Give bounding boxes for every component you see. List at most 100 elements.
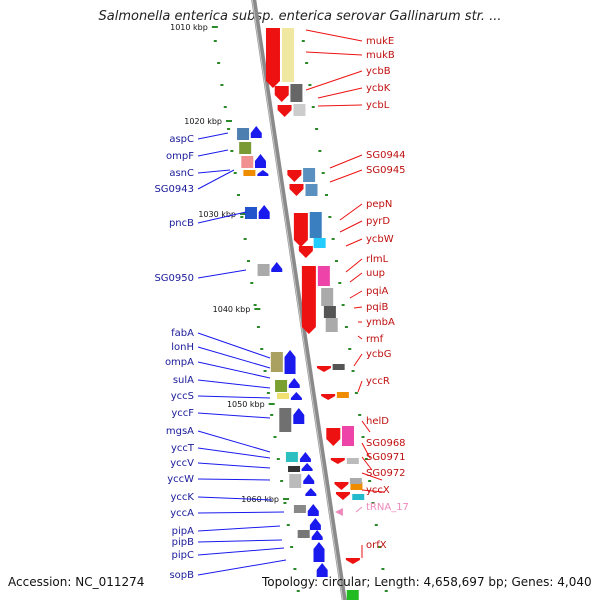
right-gene-label: ycbG <box>366 349 392 360</box>
feature-block <box>342 426 355 446</box>
leader-line <box>197 447 271 459</box>
feature-block <box>275 380 288 392</box>
leader-line <box>197 169 231 174</box>
reverse-gene-block <box>301 266 316 334</box>
forward-gene-block <box>311 530 323 540</box>
forward-gene-block <box>305 488 317 496</box>
scale-dot <box>286 524 290 526</box>
leader-line <box>361 442 371 459</box>
left-gene-label: pipC <box>172 550 194 561</box>
feature-block <box>237 128 250 140</box>
scale-dot <box>253 304 257 306</box>
kbp-label: 1040 kbp <box>213 305 251 314</box>
backbone-line <box>251 0 347 600</box>
scale-dot <box>280 480 284 482</box>
forward-gene-block <box>316 563 328 577</box>
scale-dot <box>233 172 237 174</box>
feature-block <box>350 482 363 490</box>
leader-line <box>357 380 363 393</box>
right-gene-label: yccR <box>366 376 390 387</box>
leader-line <box>197 361 271 379</box>
forward-gene-block <box>288 378 300 388</box>
leader-line <box>197 478 271 481</box>
forward-gene-block <box>258 205 270 219</box>
feature-block <box>293 104 306 116</box>
leader-line <box>197 559 287 576</box>
leader-line <box>345 238 363 247</box>
leader-line <box>197 462 271 469</box>
scale-dot <box>296 590 300 592</box>
leader-line <box>305 51 363 56</box>
topology-text: Topology: circular; Length: 4,658,697 bp… <box>262 575 592 589</box>
forward-gene-block <box>250 126 262 138</box>
leader-line <box>361 489 385 493</box>
scale-dot <box>276 458 280 460</box>
left-gene-label: yccS <box>171 391 194 402</box>
scale-dots <box>213 40 388 592</box>
kbp-tick <box>283 498 290 500</box>
scale-dot <box>334 260 338 262</box>
right-gene-label: pepN <box>366 199 392 210</box>
feature-block <box>321 288 334 306</box>
scale-dot <box>384 590 388 592</box>
feature-block <box>293 505 306 513</box>
kbp-tick <box>226 120 233 122</box>
left-gene-label: yccV <box>170 458 194 469</box>
feature-block <box>243 170 256 176</box>
forward-gene-block <box>309 518 321 530</box>
feature-block <box>239 142 252 154</box>
forward-gene-block <box>254 154 266 168</box>
forward-gene-block <box>303 474 315 484</box>
leader-line <box>197 525 281 532</box>
right-gene-label: pqiB <box>366 302 388 313</box>
scale-dot <box>260 348 264 350</box>
scale-dot <box>311 106 315 108</box>
kbp-tick <box>268 403 275 405</box>
left-gene-label: aspC <box>169 134 194 145</box>
label-leaders <box>197 29 385 576</box>
kbp-label: 1020 kbp <box>184 117 222 126</box>
scale-dot <box>351 370 355 372</box>
scale-dot <box>331 238 335 240</box>
scale-dot <box>250 282 254 284</box>
scale-dot <box>217 62 221 64</box>
right-gene-label: tRNA_17 <box>366 502 409 513</box>
scale-dot <box>230 150 234 152</box>
leader-line <box>339 220 363 233</box>
scale-dot <box>358 414 362 416</box>
leader-line <box>197 511 285 514</box>
scale-dot <box>364 458 368 460</box>
left-gene-label: pipB <box>172 537 194 548</box>
leader-line <box>361 472 383 481</box>
scale-dot <box>348 348 352 350</box>
scale-dot <box>290 546 294 548</box>
left-gene-label: asnC <box>169 168 194 179</box>
forward-gene-block <box>293 408 305 424</box>
leader-line <box>197 496 273 501</box>
forward-gene-block <box>307 504 319 516</box>
left-gene-label: mgsA <box>166 426 194 437</box>
right-gene-label: helD <box>366 416 389 427</box>
feature-block <box>349 478 362 484</box>
leader-line <box>361 456 373 471</box>
reverse-gene-block <box>274 86 289 102</box>
scale-dot <box>240 216 244 218</box>
left-gene-label: pncB <box>169 218 194 229</box>
leader-line <box>339 203 363 221</box>
left-gene-label: pipA <box>172 526 194 537</box>
leader-line <box>349 272 363 283</box>
reverse-gene-block <box>326 428 341 446</box>
forward-gene-block <box>301 463 313 471</box>
feature-block <box>313 238 326 248</box>
trna-block <box>334 508 343 516</box>
left-gene-label: yccF <box>171 408 194 419</box>
feature-block <box>336 392 349 398</box>
feature-block <box>303 168 316 182</box>
scale-dot <box>220 84 224 86</box>
feature-block <box>281 28 294 82</box>
feature-block <box>279 408 292 432</box>
forward-gene-block <box>257 170 269 176</box>
scale-dot <box>371 502 375 504</box>
scale-dot <box>266 392 270 394</box>
